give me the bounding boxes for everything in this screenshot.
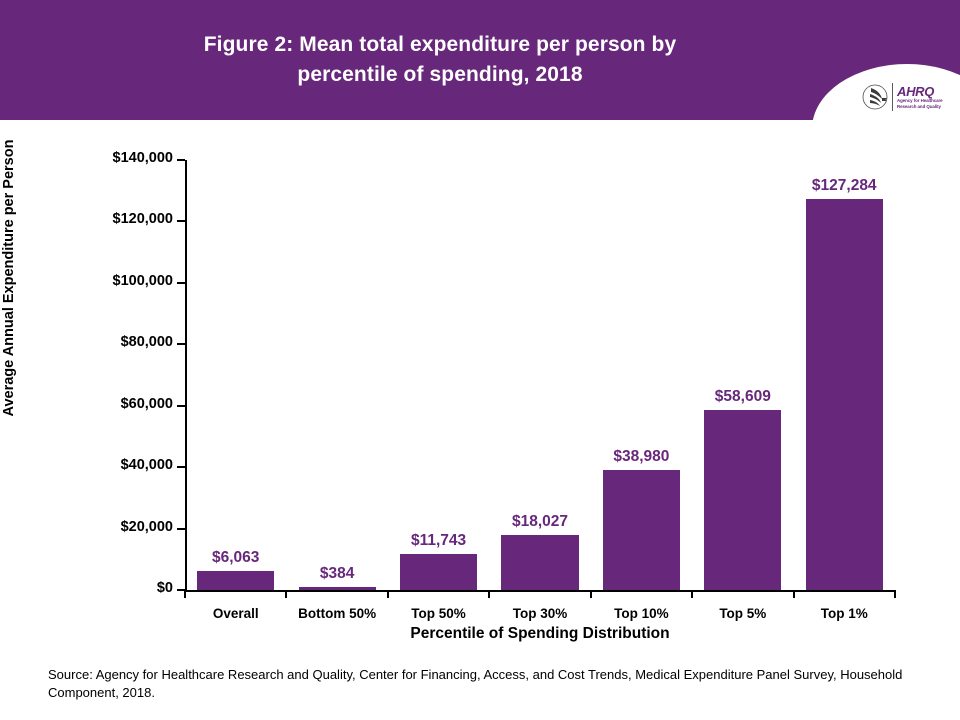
logo-tagline-line2: Research and Quality bbox=[897, 103, 941, 109]
x-axis-tick bbox=[285, 590, 288, 598]
bar-value-label: $384 bbox=[319, 565, 355, 582]
y-axis-tick bbox=[177, 281, 185, 284]
x-axis-tick bbox=[589, 590, 592, 598]
y-axis-tick-label: $120,000 bbox=[112, 211, 173, 228]
y-axis-tick bbox=[177, 159, 185, 161]
bar[interactable] bbox=[602, 470, 680, 590]
bar[interactable] bbox=[704, 410, 782, 590]
bar-value-label: $11,743 bbox=[410, 531, 467, 549]
source-note: Source: Agency for Healthcare Research a… bbox=[48, 667, 903, 700]
bar-value-label: $18,027 bbox=[511, 512, 568, 530]
y-axis-tick bbox=[177, 466, 185, 469]
y-axis-tick-label: $80,000 bbox=[120, 334, 173, 351]
figure-title-line2: percentile of spending, 2018 bbox=[297, 63, 583, 86]
y-axis-tick-label: $140,000 bbox=[112, 150, 173, 166]
x-axis-category-label: Overall bbox=[212, 606, 259, 621]
x-axis-tick bbox=[792, 590, 795, 598]
y-axis-tick bbox=[177, 404, 185, 407]
bar-chart: Average Annual Expenditure per Person $0… bbox=[0, 120, 960, 660]
bar[interactable] bbox=[400, 553, 478, 590]
y-axis-line bbox=[185, 160, 187, 590]
x-axis-tick bbox=[691, 590, 694, 598]
x-axis-category-label: Top 10% bbox=[614, 606, 669, 621]
bar-group: $18,027 Top 30% bbox=[488, 160, 590, 621]
x-axis-tick bbox=[386, 590, 389, 598]
header-banner: Figure 2: Mean total expenditure per per… bbox=[0, 0, 960, 120]
figure-title: Figure 2: Mean total expenditure per per… bbox=[100, 30, 780, 90]
x-axis-tick bbox=[893, 590, 896, 598]
x-axis-category-label: Bottom 50% bbox=[298, 606, 377, 621]
bar-group: $11,743 Top 50% bbox=[386, 160, 489, 621]
logo-tagline-line1: Agency for Healthcare bbox=[897, 98, 943, 104]
bar-group: $6,063 Overall bbox=[184, 160, 286, 621]
bar-series: $6,063 Overall $384 Bottom 50% $11,743 Top 50… bbox=[184, 160, 896, 621]
ahrq-logo: AHRQ Agency for Healthcare Research and … bbox=[862, 78, 958, 116]
y-axis-tick bbox=[177, 343, 185, 346]
x-axis-tick bbox=[488, 590, 491, 598]
bar-group: $127,284 Top 1% bbox=[792, 160, 896, 621]
x-axis-category-label: Top 5% bbox=[719, 606, 767, 621]
y-axis-tick-label: $40,000 bbox=[120, 457, 173, 474]
logo-acronym: AHRQ bbox=[897, 84, 935, 100]
y-axis-tick-label: $20,000 bbox=[120, 518, 173, 535]
x-axis-category-label: Top 30% bbox=[512, 606, 568, 621]
y-axis-tick bbox=[177, 589, 185, 591]
y-axis-tick-label: $100,000 bbox=[112, 272, 173, 289]
y-axis-title: Average Annual Expenditure per Person bbox=[1, 139, 17, 417]
y-axis-tick-label: $60,000 bbox=[120, 395, 173, 412]
bar[interactable] bbox=[805, 199, 883, 590]
y-axis-tick-label: $0 bbox=[156, 580, 173, 596]
logo-text: AHRQ Agency for Healthcare Research and … bbox=[897, 85, 943, 109]
bar-value-label: $127,284 bbox=[811, 177, 877, 195]
bar-group: $384 Bottom 50% bbox=[285, 160, 387, 621]
x-axis-line bbox=[185, 590, 895, 592]
bar-value-label: $6,063 bbox=[212, 549, 260, 567]
logo-divider bbox=[892, 83, 893, 111]
x-axis-category-label: Top 1% bbox=[820, 606, 868, 621]
figure-title-line1: Figure 2: Mean total expenditure per per… bbox=[203, 33, 677, 56]
x-axis-category-label: Top 50% bbox=[411, 606, 466, 621]
x-axis-title: Percentile of Spending Distribution bbox=[410, 625, 670, 642]
y-axis-tick bbox=[177, 527, 185, 530]
bar[interactable] bbox=[501, 534, 579, 590]
bar[interactable] bbox=[298, 587, 376, 590]
bar-group: $58,609 Top 5% bbox=[691, 160, 793, 621]
y-axis-tick bbox=[177, 220, 185, 223]
plot-area: $0 $20,000 $40,000 $60,000 $80,000 $100,000 $1… bbox=[113, 150, 896, 621]
x-axis-tick bbox=[184, 590, 186, 598]
bar-group: $38,980 Top 10% bbox=[589, 160, 692, 621]
bar[interactable] bbox=[197, 571, 275, 590]
hhs-bird-icon bbox=[862, 84, 888, 110]
bar-value-label: $58,609 bbox=[714, 388, 771, 405]
bar-value-label: $38,980 bbox=[613, 448, 670, 466]
